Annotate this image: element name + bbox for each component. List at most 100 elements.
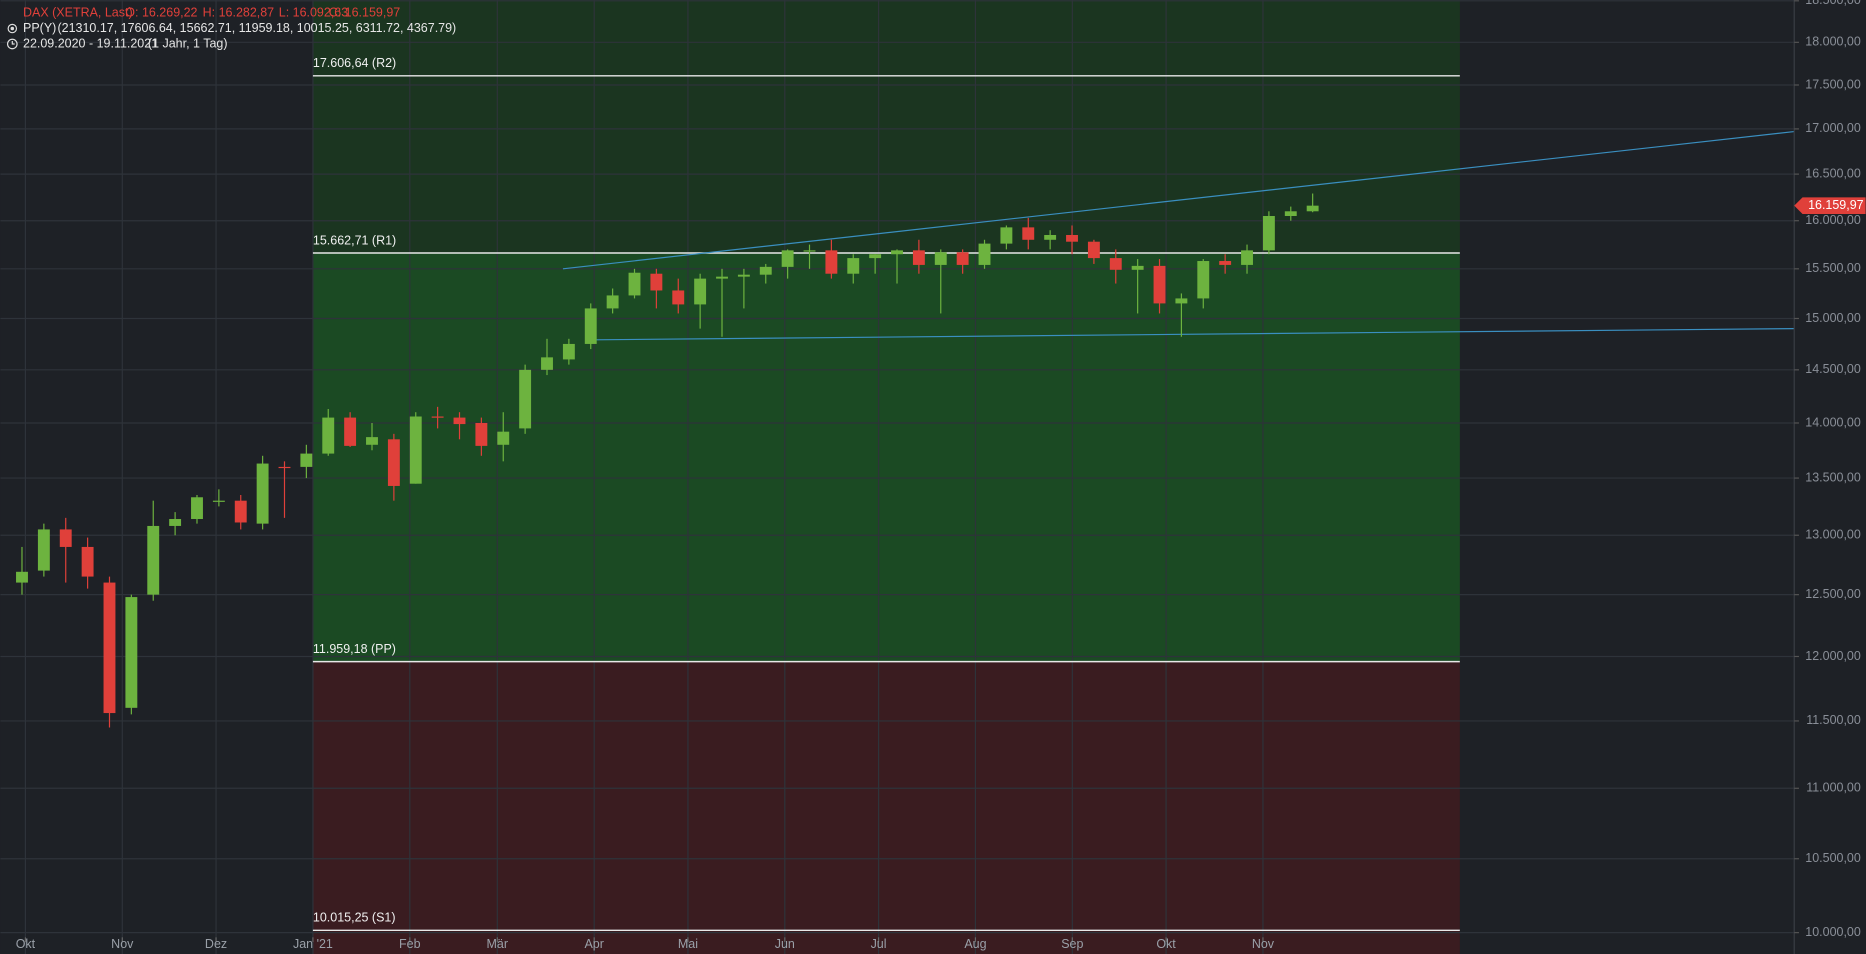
candle (497, 412, 510, 462)
trendline (562, 130, 1795, 270)
candle (125, 594, 138, 715)
candle (300, 444, 313, 479)
y-tick-label: 16.500,00 (1805, 166, 1861, 180)
candle-body (59, 529, 72, 547)
candle (562, 338, 575, 365)
candle-body (1109, 258, 1122, 270)
candle-body (956, 252, 969, 265)
candle (1000, 225, 1013, 250)
candle (541, 338, 553, 376)
candle-body (300, 453, 313, 467)
candle-body (628, 272, 641, 296)
pivot-zone-middle (312, 252, 1460, 662)
y-tick-label: 18.000,00 (1805, 35, 1861, 49)
header-open: O: 16.269,22 (125, 5, 197, 19)
y-tick-label: 10.000,00 (1805, 925, 1861, 939)
y-tick-label: 17.500,00 (1805, 77, 1861, 91)
candle (956, 249, 969, 274)
x-tick-label: Dez (205, 937, 227, 951)
y-tick-label: 12.500,00 (1805, 587, 1861, 601)
trendline (594, 328, 1795, 341)
x-tick-label: Jun (775, 937, 795, 951)
candle-body (781, 250, 794, 267)
candle (606, 288, 619, 314)
candle (1175, 293, 1188, 337)
candle-body (409, 416, 422, 484)
candle (891, 249, 903, 284)
x-tick-label: Nov (1252, 937, 1275, 951)
candle (1087, 239, 1100, 264)
candle (1131, 259, 1144, 314)
candle (1262, 211, 1275, 255)
indicator-icon (7, 23, 18, 34)
candle (1109, 249, 1122, 284)
candle-body (125, 597, 138, 708)
candle-body (912, 250, 925, 265)
candle-body (169, 519, 182, 526)
candle-body (1087, 241, 1100, 259)
date-range: 22.09.2020 - 19.11.2021 (23, 36, 158, 50)
candle-body (81, 546, 94, 577)
candle-body (606, 295, 619, 309)
candle-body (650, 273, 663, 291)
x-tick-label: Jan '21 (293, 937, 333, 951)
candle-body (1306, 205, 1319, 212)
candle (934, 249, 947, 314)
candle-body (1175, 298, 1188, 304)
candle (759, 263, 772, 284)
header-close: C: 16.159,97 (329, 5, 401, 19)
pivot-label: 10.015,25 (S1) (313, 911, 396, 925)
period: (1 Jahr, 1 Tag) (148, 36, 228, 50)
pivot-label: 11.959,18 (PP) (313, 642, 396, 656)
candle-body (497, 431, 510, 445)
candle (322, 408, 335, 456)
candle-body (1284, 211, 1297, 217)
candle (628, 268, 641, 299)
candle (37, 523, 50, 577)
y-tick-label: 18.500,00 (1805, 0, 1861, 7)
y-tick-label: 10.500,00 (1805, 851, 1861, 865)
y-tick-label: 17.000,00 (1805, 121, 1861, 135)
candle-body (278, 466, 291, 469)
candle (212, 489, 225, 507)
candle (1153, 259, 1166, 314)
candle-body (1066, 234, 1078, 242)
candle (409, 412, 422, 484)
candle (169, 512, 182, 536)
candle-body (694, 278, 707, 305)
x-tick-label: Jul (871, 937, 887, 951)
candle-body (103, 582, 116, 714)
candle-body (191, 497, 203, 520)
x-tick-label: Aug (964, 937, 986, 951)
candle (191, 494, 203, 524)
header-high: H: 16.282,87 (203, 5, 275, 19)
candle-body (847, 258, 860, 274)
candle (694, 273, 707, 329)
candle-body (737, 274, 750, 277)
candle-body (716, 276, 728, 279)
candle (869, 254, 882, 274)
candle (781, 249, 794, 279)
candle-body (803, 250, 816, 252)
candle (431, 406, 444, 429)
last-price-label: 16.159,97 (1808, 198, 1864, 212)
candle-body (869, 254, 882, 259)
x-tick-label: Okt (1156, 937, 1176, 951)
candle-body (1219, 261, 1232, 265)
x-tick-label: Sep (1061, 937, 1083, 951)
candle (1241, 244, 1253, 274)
candle (103, 576, 116, 728)
candle (584, 303, 597, 350)
candle-body (475, 422, 488, 446)
candle (278, 461, 291, 518)
header-low: L: 16.092,63 (279, 5, 348, 19)
candle-body (1131, 265, 1144, 270)
indicator-icon-dot (10, 26, 15, 31)
x-tick-label: Feb (399, 937, 421, 951)
candle-body (541, 357, 553, 370)
candle-body (1153, 265, 1166, 304)
candle-body (562, 343, 575, 360)
y-tick-label: 14.000,00 (1805, 415, 1861, 429)
candle-body (934, 252, 947, 265)
